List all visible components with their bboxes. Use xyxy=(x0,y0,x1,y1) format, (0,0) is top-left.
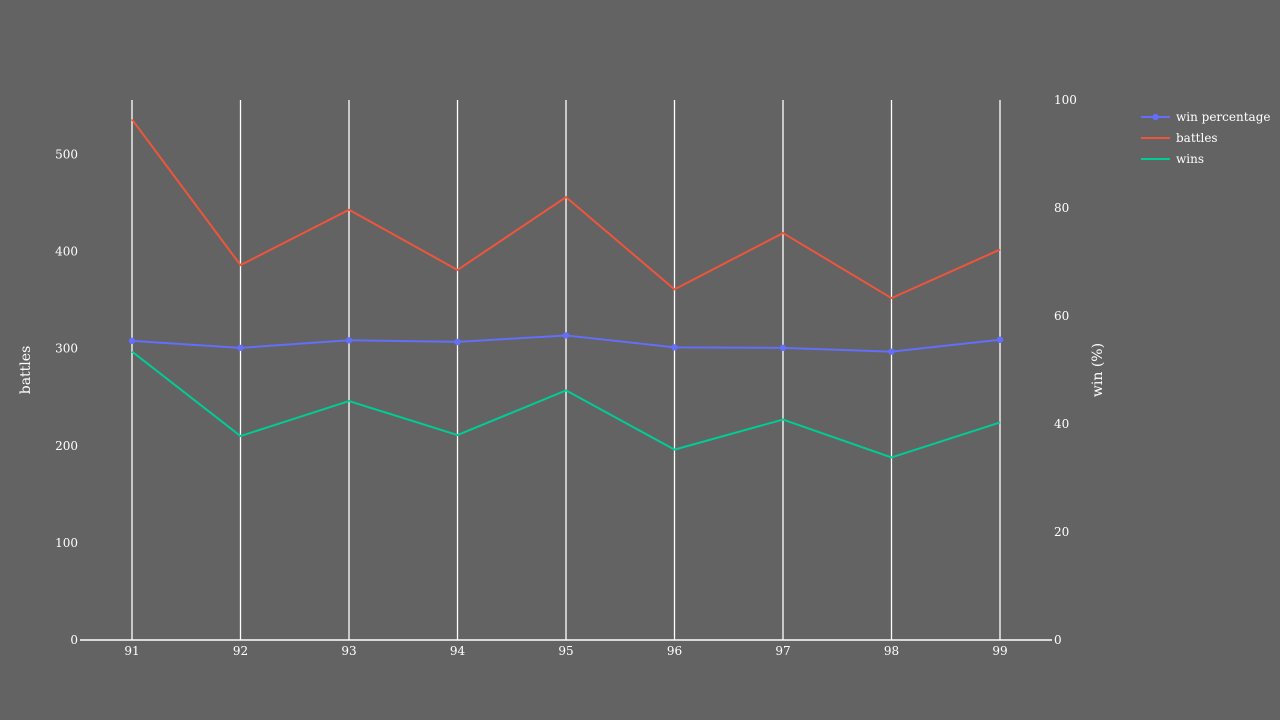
y-tick-label: 100 xyxy=(55,536,78,550)
legend-item[interactable]: battles xyxy=(1141,131,1218,145)
y2-tick-label: 20 xyxy=(1054,525,1069,539)
legend-item[interactable]: wins xyxy=(1141,152,1204,166)
y-tick-label: 200 xyxy=(55,439,78,453)
series-line-battles xyxy=(131,118,1001,300)
y2-tick-label: 0 xyxy=(1054,633,1062,647)
data-point[interactable] xyxy=(779,344,787,352)
y-axis-right-title: win (%) xyxy=(1090,343,1106,397)
legend-label: win percentage xyxy=(1176,110,1270,124)
y-tick-label: 0 xyxy=(70,633,78,647)
grid-lines xyxy=(131,100,1001,640)
y-axis-left: 0 100 200 300 400 500 xyxy=(55,147,78,647)
x-tick-label: 99 xyxy=(992,644,1007,658)
y-axis-right: 0 20 40 60 80 100 xyxy=(1054,93,1077,647)
x-tick-label: 93 xyxy=(341,644,356,658)
y-tick-label: 500 xyxy=(55,147,78,161)
x-tick-label: 94 xyxy=(450,644,466,658)
x-tick-label: 95 xyxy=(558,644,573,658)
x-tick-label: 98 xyxy=(884,644,899,658)
data-point[interactable] xyxy=(128,337,136,345)
series-line-wins xyxy=(131,350,1001,459)
y2-tick-label: 80 xyxy=(1054,201,1069,215)
x-tick-label: 97 xyxy=(775,644,790,658)
legend-label: battles xyxy=(1176,131,1218,145)
data-point[interactable] xyxy=(237,344,244,352)
y-tick-label: 400 xyxy=(55,245,78,259)
y-tick-label: 300 xyxy=(55,342,78,356)
y2-tick-label: 60 xyxy=(1054,309,1069,323)
x-tick-label: 91 xyxy=(124,644,139,658)
y2-tick-label: 100 xyxy=(1054,93,1077,107)
data-point[interactable] xyxy=(345,337,353,344)
series-layer xyxy=(128,118,1004,459)
data-point[interactable] xyxy=(454,338,461,346)
x-axis: 91 92 93 94 95 96 97 98 99 xyxy=(80,639,1052,658)
data-point[interactable] xyxy=(888,348,895,355)
data-point[interactable] xyxy=(562,332,570,339)
y-axis-left-title: battles xyxy=(18,346,34,395)
x-tick-label: 92 xyxy=(233,644,248,658)
legend[interactable]: win percentage battles wins xyxy=(1141,110,1270,166)
legend-marker xyxy=(1152,113,1159,121)
legend-item[interactable]: win percentage xyxy=(1141,110,1270,124)
data-point[interactable] xyxy=(996,336,1004,343)
legend-label: wins xyxy=(1176,152,1204,166)
y2-tick-label: 40 xyxy=(1054,417,1069,431)
data-point[interactable] xyxy=(671,344,678,351)
x-tick-label: 96 xyxy=(667,644,682,658)
